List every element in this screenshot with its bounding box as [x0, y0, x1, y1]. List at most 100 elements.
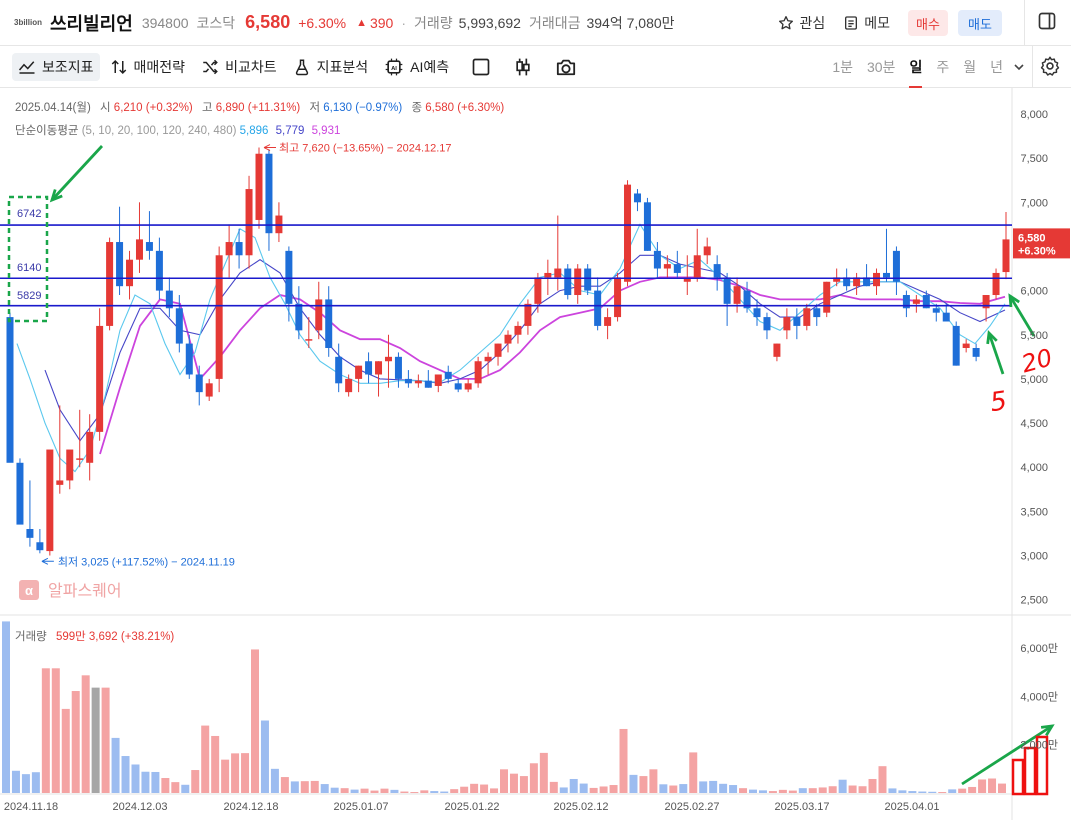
indicator-analysis-button[interactable]: 지표분석	[287, 53, 375, 81]
volume-bar	[519, 776, 528, 793]
ai-prediction-button[interactable]: AI AI예측	[378, 53, 455, 81]
volume-bar	[549, 781, 558, 793]
green-arrow-ma5	[987, 332, 1005, 375]
candle-body	[345, 378, 353, 393]
candle-body	[135, 239, 143, 260]
volume-bar	[719, 783, 728, 793]
candle-body	[335, 356, 343, 384]
volume-bar	[808, 788, 817, 793]
info-date: 2025.04.14(월)	[15, 102, 91, 114]
candle-body	[892, 250, 900, 282]
candle-body	[633, 193, 641, 203]
candle-body	[504, 334, 512, 344]
candle-body	[245, 189, 253, 256]
ma5-value: 5,896	[239, 125, 269, 137]
period-day[interactable]: 일	[909, 46, 923, 88]
volume-bar	[729, 785, 738, 793]
indicators-button[interactable]: 보조지표	[12, 52, 100, 81]
period-30min[interactable]: 30분	[866, 59, 896, 75]
volume-bar	[619, 728, 628, 793]
volume-bar	[360, 788, 369, 793]
x-tick-label: 2025.04.01	[884, 801, 939, 813]
candle-body	[424, 380, 432, 388]
chart-type-square-button[interactable]	[465, 57, 497, 77]
volume-bar	[749, 789, 757, 793]
candle-body	[414, 380, 422, 384]
settings-button[interactable]	[1039, 55, 1061, 82]
open-value: 6,210 (+0.32%)	[113, 102, 193, 114]
y-tick-label: 3,000	[1020, 551, 1048, 563]
volume-bar	[370, 790, 379, 793]
volume-bar	[888, 788, 897, 793]
candle-body	[833, 277, 841, 282]
volume-bar	[559, 787, 568, 793]
volume-bar	[211, 735, 220, 793]
compare-button[interactable]: 비교차트	[195, 53, 283, 81]
volume-bar	[400, 791, 409, 793]
candle-body	[564, 268, 572, 296]
volume-bar	[709, 780, 718, 793]
candle-type-button[interactable]	[507, 57, 539, 77]
y-tick-label: 8,000	[1020, 109, 1048, 121]
volume-bar	[898, 790, 907, 793]
volume-bar	[758, 790, 767, 793]
candle-body	[295, 303, 303, 331]
watch-button[interactable]: 관심	[778, 13, 825, 33]
x-tick-label: 2025.03.17	[774, 801, 829, 813]
sell-button[interactable]: 매도	[958, 10, 1002, 36]
volume-bar	[171, 782, 180, 793]
candle-body	[195, 374, 203, 393]
volume-bar	[659, 784, 668, 793]
candlestick-icon	[516, 58, 530, 75]
period-year[interactable]: 년	[990, 59, 1003, 75]
chevron-down-icon[interactable]	[1013, 61, 1025, 73]
volume-bar	[231, 753, 240, 793]
volume-bar	[629, 774, 638, 793]
period-1min[interactable]: 1분	[832, 59, 853, 75]
period-month[interactable]: 월	[963, 59, 977, 75]
candle-body	[902, 295, 910, 309]
volume-info: 거래량 599만 3,692 (+38.21%)	[15, 628, 174, 644]
candle-body	[584, 268, 592, 291]
side-panel-toggle[interactable]	[1037, 11, 1057, 36]
y-tick-label: 4,500	[1020, 418, 1048, 430]
buy-button[interactable]: 매수	[908, 10, 948, 36]
volume-bar	[998, 783, 1006, 793]
volume-bar	[848, 785, 857, 793]
candle-body	[56, 480, 64, 485]
volume-bar	[868, 778, 877, 793]
volume-bar	[340, 788, 349, 793]
candle-body	[594, 290, 602, 326]
y-tick-label: 5,000	[1020, 374, 1048, 386]
green-arrow-levels-head	[49, 189, 63, 203]
side-panel-icon	[1038, 12, 1056, 29]
indicators-label: 보조지표	[42, 58, 94, 75]
x-tick-label: 2025.02.27	[664, 801, 719, 813]
close-label: 종	[411, 102, 423, 114]
strategy-button[interactable]: 매매전략	[104, 53, 192, 81]
memo-button[interactable]: 메모	[843, 13, 890, 33]
watermark-text: 알파스퀘어	[48, 581, 122, 600]
volume-bar	[649, 769, 658, 793]
price-tag	[1013, 228, 1070, 259]
x-tick-label: 2025.02.12	[553, 801, 608, 813]
volume-bar	[131, 764, 140, 793]
candle-body	[544, 272, 552, 278]
candle-body	[922, 295, 930, 309]
candle-body	[165, 290, 173, 309]
candle-body	[375, 361, 383, 375]
screenshot-button[interactable]	[549, 57, 583, 77]
candle-body	[185, 343, 193, 375]
high-label: 고	[201, 102, 213, 114]
candle-body	[66, 449, 74, 481]
volume-info-value: 599만 3,692 (+38.21%)	[55, 631, 175, 643]
period-week[interactable]: 주	[936, 59, 950, 75]
volume-bar	[529, 763, 538, 793]
volume-bar	[968, 786, 977, 793]
stock-code: 394800	[141, 14, 189, 31]
volume-bar	[828, 786, 837, 793]
candle-body	[703, 246, 711, 256]
candle-body	[404, 378, 412, 384]
volume-bar	[330, 787, 339, 793]
